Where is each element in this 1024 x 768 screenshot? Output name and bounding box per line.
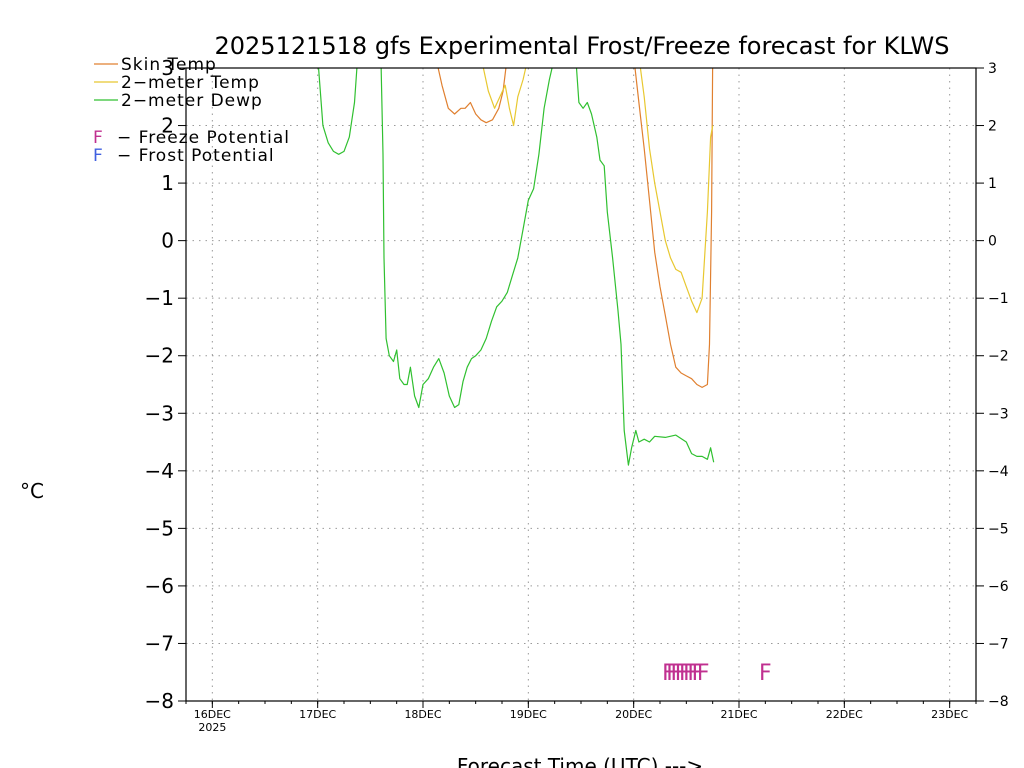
y-tick-label-right: 2: [988, 119, 997, 135]
x-tick-label: 16DEC: [194, 708, 231, 721]
legend-label: 2−meter Temp: [121, 73, 260, 93]
series-line-2-meter-dewp: [317, 68, 358, 155]
series-line-skin-temp: [634, 68, 714, 388]
freeze-mark: F: [687, 661, 700, 686]
legend-label: 2−meter Dewp: [121, 91, 263, 111]
axes: 3 3 2 2 1 1 0 0 −1 −1 −2 −2 −3 −3 −4 −4 −5 −5 −6 −6 −7 −7 −8 −8…: [145, 56, 1009, 734]
chart-title: 2025121518 gfs Experimental Frost/Freeze…: [215, 32, 950, 60]
freeze-mark: F: [679, 661, 692, 686]
x-tick-label: 17DEC: [299, 708, 336, 721]
y-tick-label-left: −7: [145, 631, 174, 655]
y-tick-label-left: −1: [145, 286, 174, 310]
y-tick-label-left: −4: [145, 459, 174, 483]
y-tick-label-left: −6: [145, 574, 174, 598]
gridlines: [186, 68, 976, 701]
y-tick-label-right: 0: [988, 234, 997, 250]
x-tick-label: 19DEC: [510, 708, 547, 721]
legend-potential-mark: F: [93, 146, 104, 166]
series-line-2-meter-dewp: [380, 68, 553, 409]
legend-potential-label: − Frost Potential: [117, 146, 275, 166]
series-line-2-meter-dewp: [575, 68, 715, 466]
y-tick-label-left: −2: [145, 344, 174, 368]
y-tick-label-right: −4: [988, 464, 1009, 480]
freeze-mark: F: [666, 661, 679, 686]
y-tick-label-right: −1: [988, 291, 1009, 307]
freeze-mark: F: [675, 661, 688, 686]
freeze-mark: F: [692, 661, 705, 686]
x-tick-label: 20DEC: [615, 708, 652, 721]
y-axis-label: °C: [20, 479, 44, 503]
freeze-mark: F: [697, 661, 710, 686]
freeze-mark: F: [683, 661, 696, 686]
plot-frame: [185, 67, 977, 702]
y-tick-label-right: 1: [988, 176, 997, 192]
legend-label: Skin Temp: [121, 55, 217, 75]
y-tick-label-left: −3: [145, 401, 174, 425]
y-tick-label-right: −6: [988, 579, 1009, 595]
y-tick-label-right: −3: [988, 406, 1009, 422]
x-axis-label: Forecast Time (UTC) --->: [457, 754, 703, 768]
y-tick-label-right: −8: [988, 694, 1009, 710]
y-tick-label-right: −2: [988, 349, 1009, 365]
y-tick-label-left: −8: [145, 689, 174, 713]
freeze-mark: F: [662, 661, 675, 686]
series-lines: [317, 68, 715, 466]
y-tick-label-left: 1: [161, 171, 174, 195]
y-tick-label-left: 0: [161, 229, 174, 253]
y-tick-label-right: −5: [988, 521, 1009, 537]
y-tick-label-left: −5: [145, 516, 174, 540]
series-line-skin-temp: [437, 68, 507, 124]
freeze-mark: F: [759, 661, 772, 686]
x-tick-sublabel: 2025: [198, 721, 226, 734]
legend-potential-label: − Freeze Potential: [117, 128, 290, 148]
x-tick-label: 21DEC: [720, 708, 757, 721]
y-tick-label-right: 3: [988, 61, 997, 77]
y-tick-label-right: −7: [988, 636, 1009, 652]
y-tick-label-left: 2: [161, 114, 174, 138]
x-tick-label: 22DEC: [826, 708, 863, 721]
x-tick-label: 18DEC: [404, 708, 441, 721]
x-tick-label: 23DEC: [931, 708, 968, 721]
series-line-2-meter-temp: [639, 68, 714, 314]
freeze-mark: F: [671, 661, 684, 686]
legend-potential-mark: F: [93, 128, 104, 148]
series-line-2-meter-temp: [482, 68, 527, 127]
y-tick-label-left: 3: [161, 56, 174, 80]
